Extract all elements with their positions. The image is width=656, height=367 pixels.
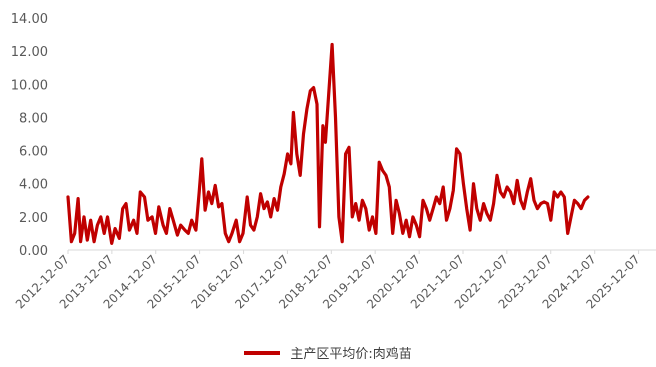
y-axis: 0.00 2.00 4.00 6.00 8.00 10.00 12.00 14.00 bbox=[11, 12, 48, 259]
y-tick-label: 0.00 bbox=[19, 244, 48, 259]
y-tick-label: 6.00 bbox=[19, 145, 48, 160]
y-tick-label: 8.00 bbox=[19, 111, 48, 126]
y-tick-label: 2.00 bbox=[19, 211, 48, 226]
x-axis: 2012-12-072013-12-072014-12-072015-12-07… bbox=[13, 249, 656, 311]
y-tick-label: 4.00 bbox=[19, 178, 48, 193]
series-layer bbox=[66, 42, 590, 245]
y-tick-label: 10.00 bbox=[11, 78, 48, 93]
legend: 主产区平均价:肉鸡苗 bbox=[0, 343, 656, 362]
y-tick-label: 12.00 bbox=[11, 45, 48, 60]
legend-series-label: 主产区平均价:肉鸡苗 bbox=[290, 347, 412, 362]
line-chart: 0.00 2.00 4.00 6.00 8.00 10.00 12.00 14.00 2012… bbox=[11, 12, 656, 311]
legend-swatch bbox=[244, 350, 281, 355]
series-line bbox=[66, 42, 590, 245]
y-tick-label: 14.00 bbox=[11, 12, 48, 27]
